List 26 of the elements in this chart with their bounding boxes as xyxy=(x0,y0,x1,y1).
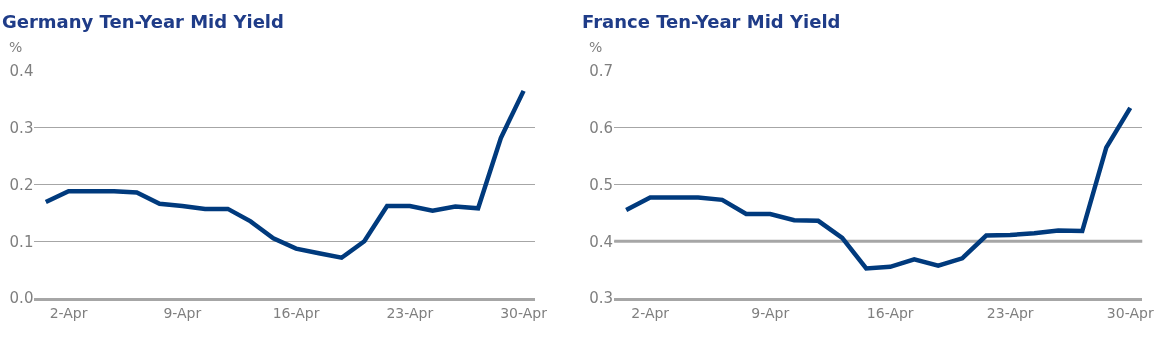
y-tick-label: 0.7 xyxy=(589,62,614,81)
y-tick-label: 0.6 xyxy=(589,119,614,137)
y-tick-label: 0.2 xyxy=(9,175,34,194)
y-tick-label: 0.4 xyxy=(589,232,614,251)
x-tick-label: 9-Apr xyxy=(751,304,790,321)
x-tick-label: 9-Apr xyxy=(163,304,202,321)
chart-title: France Ten-Year Mid Yield xyxy=(582,11,841,32)
y-tick-label: 0.4 xyxy=(9,62,34,81)
y-tick-label: 0.1 xyxy=(9,232,34,251)
x-tick-label: 2-Apr xyxy=(631,304,670,321)
x-tick-label: 16-Apr xyxy=(866,304,914,321)
line-series xyxy=(623,105,1133,271)
line-series xyxy=(43,88,526,260)
x-tick-label: 23-Apr xyxy=(986,304,1034,321)
x-tick-label: 30-Apr xyxy=(500,304,548,321)
y-tick-label: 0.3 xyxy=(9,119,34,137)
x-tick-label: 23-Apr xyxy=(386,304,434,321)
y-tick-label: 0.0 xyxy=(9,289,34,308)
y-tick-label: 0.3 xyxy=(589,289,614,308)
chart-title: Germany Ten-Year Mid Yield xyxy=(2,11,284,32)
x-tick-label: 16-Apr xyxy=(272,304,320,321)
y-axis-title: % xyxy=(9,39,23,55)
x-tick-label: 2-Apr xyxy=(49,304,88,321)
y-tick-label: 0.5 xyxy=(589,175,614,194)
y-axis-title: % xyxy=(589,39,603,55)
x-tick-label: 30-Apr xyxy=(1106,304,1154,321)
